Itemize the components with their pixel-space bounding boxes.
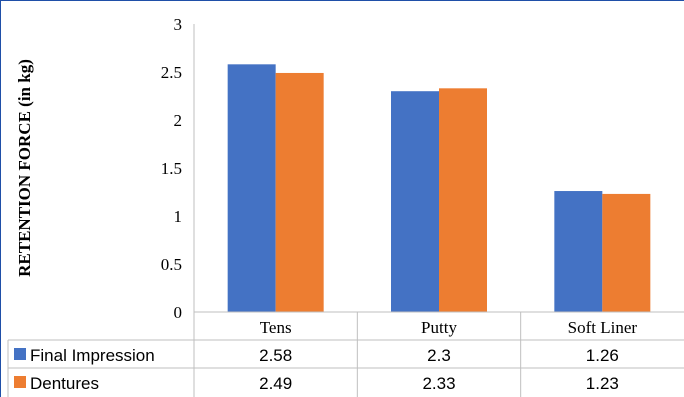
y-tick-label: 2.5	[161, 63, 182, 82]
bar-dentures-0	[275, 72, 324, 313]
bar-dentures-1	[439, 88, 487, 312]
bar-final-impression-2	[554, 191, 603, 312]
y-tick-label: 0	[174, 303, 183, 322]
category-label: Putty	[421, 318, 457, 337]
data-table-value: 2.49	[259, 374, 292, 393]
data-table-value: 1.26	[586, 346, 619, 365]
data-table-value: 1.23	[586, 374, 619, 393]
y-tick-label: 1	[174, 207, 183, 226]
legend-series-name: Final Impression	[30, 346, 155, 365]
y-axis-title: RETENTION FORCE (in kg)	[15, 59, 34, 277]
y-tick-label: 3	[174, 15, 183, 34]
bar-final-impression-0	[227, 64, 276, 312]
bar-final-impression-1	[391, 91, 439, 312]
y-tick-label: 0.5	[161, 255, 182, 274]
bar-dentures-2	[602, 193, 651, 312]
legend-series-name: Dentures	[30, 374, 99, 393]
legend-swatch	[14, 348, 26, 360]
y-tick-label: 2	[174, 111, 183, 130]
data-table-value: 2.58	[259, 346, 292, 365]
category-label: Soft Liner	[568, 318, 638, 337]
category-label: Tens	[260, 318, 292, 337]
data-table-value: 2.3	[427, 346, 451, 365]
y-tick-label: 1.5	[161, 159, 182, 178]
data-table-value: 2.33	[422, 374, 455, 393]
legend-swatch	[14, 376, 26, 388]
